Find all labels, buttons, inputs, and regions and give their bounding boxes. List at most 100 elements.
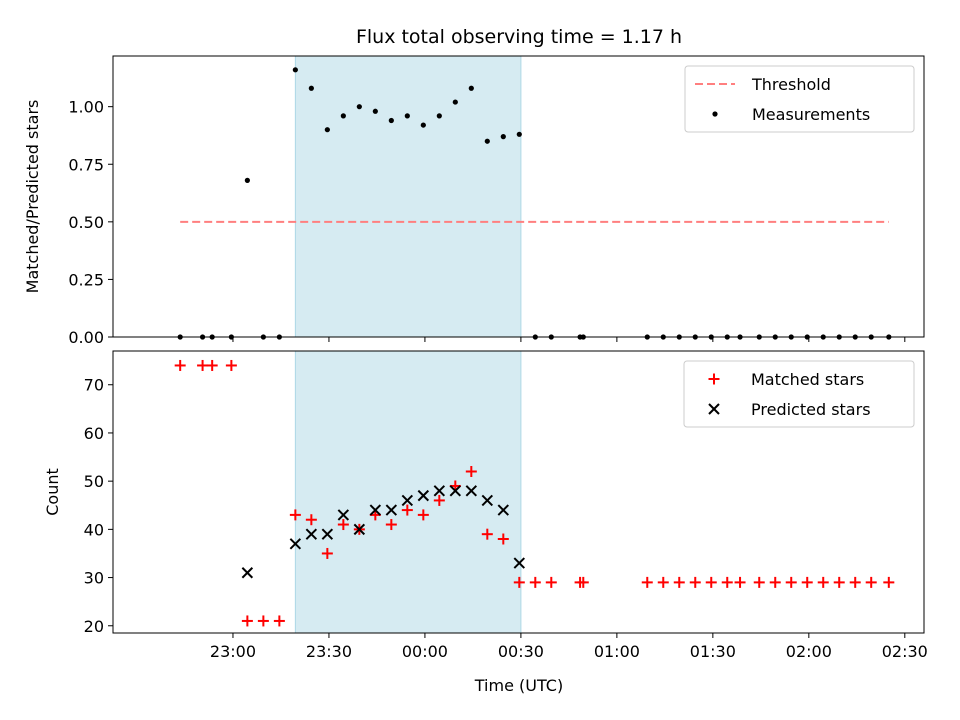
legend: Matched stars Predicted stars [683, 360, 915, 428]
series-predicted-stars [241, 485, 526, 579]
plot-frame [112, 55, 925, 338]
legend-label: Predicted stars [751, 400, 871, 419]
x-tick-label: 02:00 [786, 642, 832, 661]
data-point [657, 576, 669, 588]
y-tick-label: 0.00 [68, 328, 104, 347]
data-point [689, 576, 701, 588]
data-point [497, 533, 509, 545]
legend-swatch [708, 373, 720, 385]
x-tick-label: 00:30 [498, 642, 544, 661]
x-tick-label: 23:30 [306, 642, 352, 661]
data-point [241, 567, 254, 579]
data-point [883, 576, 895, 588]
data-point [785, 576, 797, 588]
data-point [513, 557, 526, 569]
plot-frame [112, 350, 925, 634]
data-point [385, 519, 397, 531]
data-point [721, 576, 733, 588]
legend-swatch [708, 403, 720, 415]
data-point [420, 122, 426, 128]
y-axis-label: Matched/Predicted stars [23, 100, 42, 294]
x-axis-label: Time (UTC) [474, 676, 563, 695]
data-point [529, 576, 541, 588]
data-point [833, 576, 845, 588]
data-point [337, 519, 349, 531]
y-tick-label: 40 [84, 520, 104, 539]
y-tick-label: 70 [84, 376, 104, 395]
y-tick-label: 20 [84, 617, 104, 636]
legend-box [683, 360, 915, 428]
data-point [769, 576, 781, 588]
data-point [289, 509, 301, 521]
x-tick-label: 01:00 [594, 642, 640, 661]
data-point [500, 134, 506, 140]
data-point [577, 576, 589, 588]
y-tick-label: 30 [84, 569, 104, 588]
data-point [849, 576, 861, 588]
data-point [401, 494, 414, 507]
data-point [206, 359, 218, 371]
y-tick-label: 0.50 [68, 213, 104, 232]
data-point [401, 504, 413, 516]
legend-label: Measurements [752, 105, 870, 124]
count-panel: 20 30 40 50 60 70 23:00 23:30 00:00 00:30 01:00 01:… [43, 350, 928, 661]
data-point [241, 615, 253, 627]
data-point [244, 177, 250, 183]
data-point [436, 113, 442, 119]
data-point [641, 576, 653, 588]
data-point [484, 138, 490, 144]
data-point [369, 504, 382, 516]
series-matched-stars [174, 359, 895, 627]
data-point [388, 117, 394, 124]
y-tick-label: 0.25 [68, 270, 104, 289]
legend: Threshold Measurements [684, 65, 915, 133]
data-point [705, 576, 717, 588]
y-tick-label: 50 [84, 472, 104, 491]
data-point [545, 576, 557, 588]
y-tick-label: 0.75 [68, 155, 104, 174]
data-point [449, 485, 462, 497]
data-point [337, 509, 350, 521]
data-point [340, 113, 346, 119]
data-point [433, 494, 445, 506]
data-point [321, 547, 333, 559]
data-point [734, 576, 746, 588]
data-point [308, 85, 314, 91]
data-point [324, 127, 330, 133]
data-point [481, 494, 494, 507]
data-point [516, 131, 522, 137]
data-point [197, 359, 209, 371]
data-point [465, 485, 478, 497]
data-point [753, 576, 765, 588]
legend-label: Threshold [751, 75, 831, 94]
observing-window-shade [294, 350, 522, 634]
x-tick-label: 23:00 [210, 642, 256, 661]
data-point [289, 538, 302, 550]
data-point [801, 576, 813, 588]
data-point [468, 85, 474, 91]
y-tick-label: 1.00 [68, 98, 104, 117]
legend-swatch [712, 111, 718, 117]
data-point [305, 528, 318, 540]
data-point [417, 509, 429, 521]
data-point [257, 615, 269, 627]
x-tick-label: 02:30 [882, 642, 928, 661]
data-point [174, 359, 186, 371]
data-point [372, 108, 378, 114]
y-tick-label: 60 [84, 424, 104, 443]
ratio-panel: 0.00 0.25 0.50 0.75 1.00 Matched/Predicted st… [23, 55, 925, 347]
data-point [513, 576, 525, 588]
data-point [417, 489, 430, 502]
data-point [673, 576, 685, 588]
data-point [356, 104, 362, 110]
legend-label: Matched stars [751, 370, 864, 389]
data-point [865, 576, 877, 588]
data-point [817, 576, 829, 588]
data-point [321, 528, 334, 540]
x-tick-label: 00:00 [402, 642, 448, 661]
data-point [353, 523, 366, 536]
legend-box [684, 65, 915, 133]
chart-title: Flux total observing time = 1.17 h [356, 26, 682, 48]
x-tick-label: 01:30 [690, 642, 736, 661]
